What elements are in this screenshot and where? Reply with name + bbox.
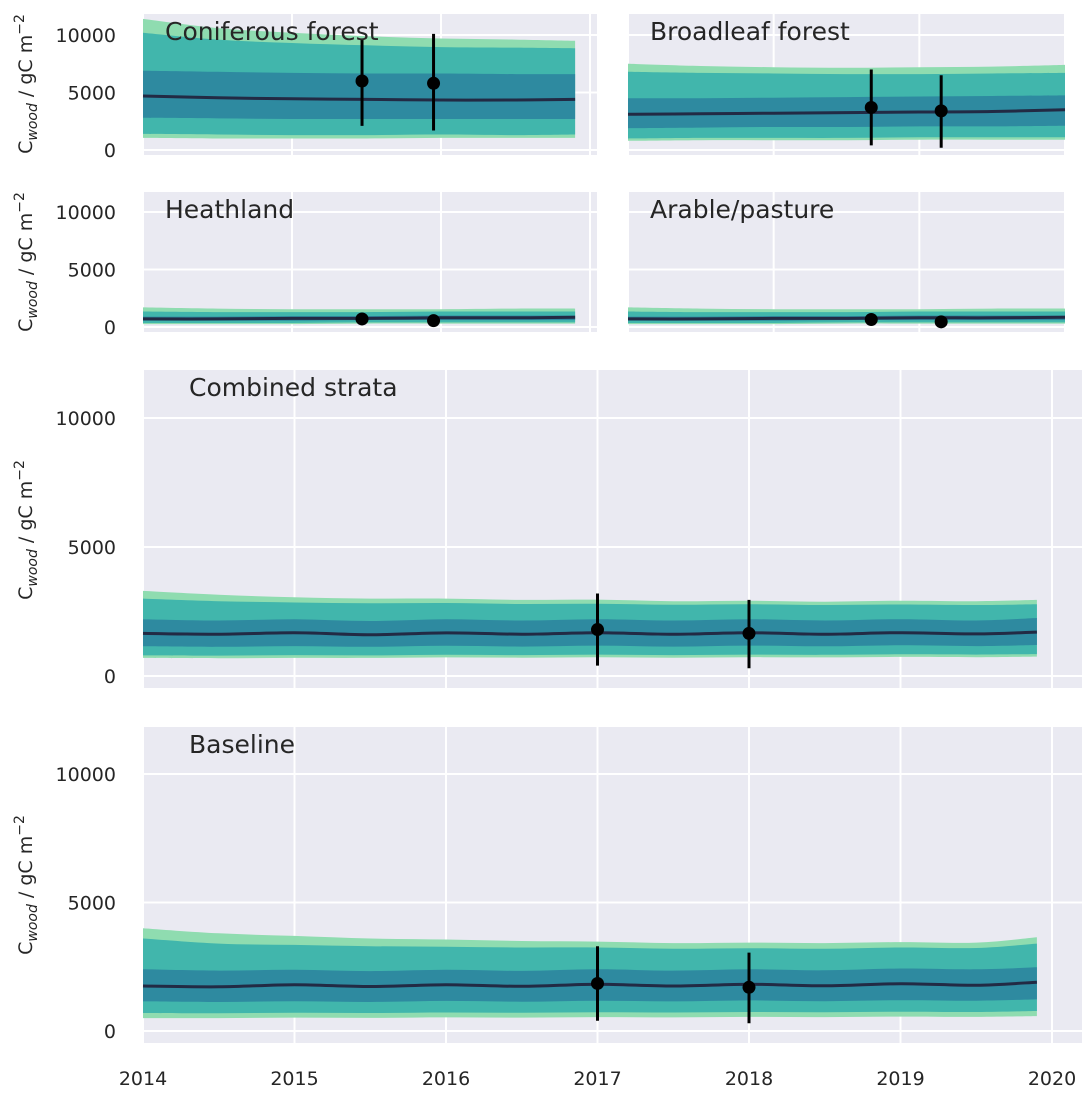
panel-baseline: Baseline 0 5000 10000 Cwood / gC m−2 2014 2015… <box>12 727 1082 1090</box>
observation-point <box>591 976 604 990</box>
observation-point <box>864 100 878 114</box>
y-tick-label: 0 <box>104 140 116 162</box>
y-tick-label: 0 <box>104 317 116 339</box>
x-tick-label: 2018 <box>725 1068 773 1090</box>
y-tick-label: 5000 <box>68 537 116 559</box>
panel-title: Arable/pasture <box>650 195 834 224</box>
y-tick-label: 0 <box>104 1021 116 1043</box>
median-line <box>142 94 576 102</box>
y-tick-label: 10000 <box>56 764 116 786</box>
x-tick-label: 2015 <box>270 1068 318 1090</box>
y-axis-label: Cwood / gC m−2 <box>12 14 41 154</box>
observation-point <box>742 980 756 994</box>
panel-title: Heathland <box>165 195 294 224</box>
y-tick-label: 10000 <box>56 408 116 430</box>
panel-title: Combined strata <box>189 373 398 402</box>
y-axis-label: Cwood / gC m−2 <box>12 460 41 600</box>
x-tick-label: 2017 <box>573 1068 621 1090</box>
y-axis-label: Cwood / gC m−2 <box>12 815 41 955</box>
panel-combined-strata: Combined strata 0 5000 10000 Cwood / gC m−2 <box>12 370 1082 688</box>
y-tick-label: 5000 <box>68 83 116 105</box>
panel-coniferous-forest: Coniferous forest 0 5000 10000 Cwood / gC m−… <box>12 14 597 162</box>
median-line <box>627 108 1066 116</box>
observation-point <box>934 315 948 329</box>
y-tick-label: 0 <box>104 666 116 688</box>
panel-title: Broadleaf forest <box>650 17 850 46</box>
y-tick-label: 5000 <box>68 893 116 915</box>
observation-point <box>591 623 604 637</box>
median-line <box>627 315 1066 321</box>
panel-broadleaf-forest: Broadleaf forest <box>627 14 1066 155</box>
x-tick-label: 2014 <box>119 1068 167 1090</box>
observation-point <box>864 313 878 327</box>
x-tick-label: 2020 <box>1028 1068 1076 1090</box>
band-50-band <box>143 70 576 119</box>
observation-point <box>934 104 948 118</box>
panel-title: Baseline <box>189 730 295 759</box>
x-tick-label: 2016 <box>422 1068 470 1090</box>
observation-point <box>427 76 441 90</box>
y-axis-label: Cwood / gC m−2 <box>12 192 41 332</box>
panel-heathland: Heathland 0 5000 10000 Cwood / gC m−2 <box>12 192 597 339</box>
observation-point <box>427 314 441 328</box>
y-tick-label: 5000 <box>68 260 116 282</box>
observation-point <box>355 74 369 88</box>
panel-title: Coniferous forest <box>165 17 379 46</box>
panel-arable-pasture: Arable/pasture <box>627 192 1066 332</box>
observation-point <box>355 312 369 326</box>
y-tick-label: 10000 <box>56 25 116 47</box>
observation-point <box>742 626 756 640</box>
y-tick-label: 10000 <box>56 202 116 224</box>
x-tick-label: 2019 <box>876 1068 924 1090</box>
